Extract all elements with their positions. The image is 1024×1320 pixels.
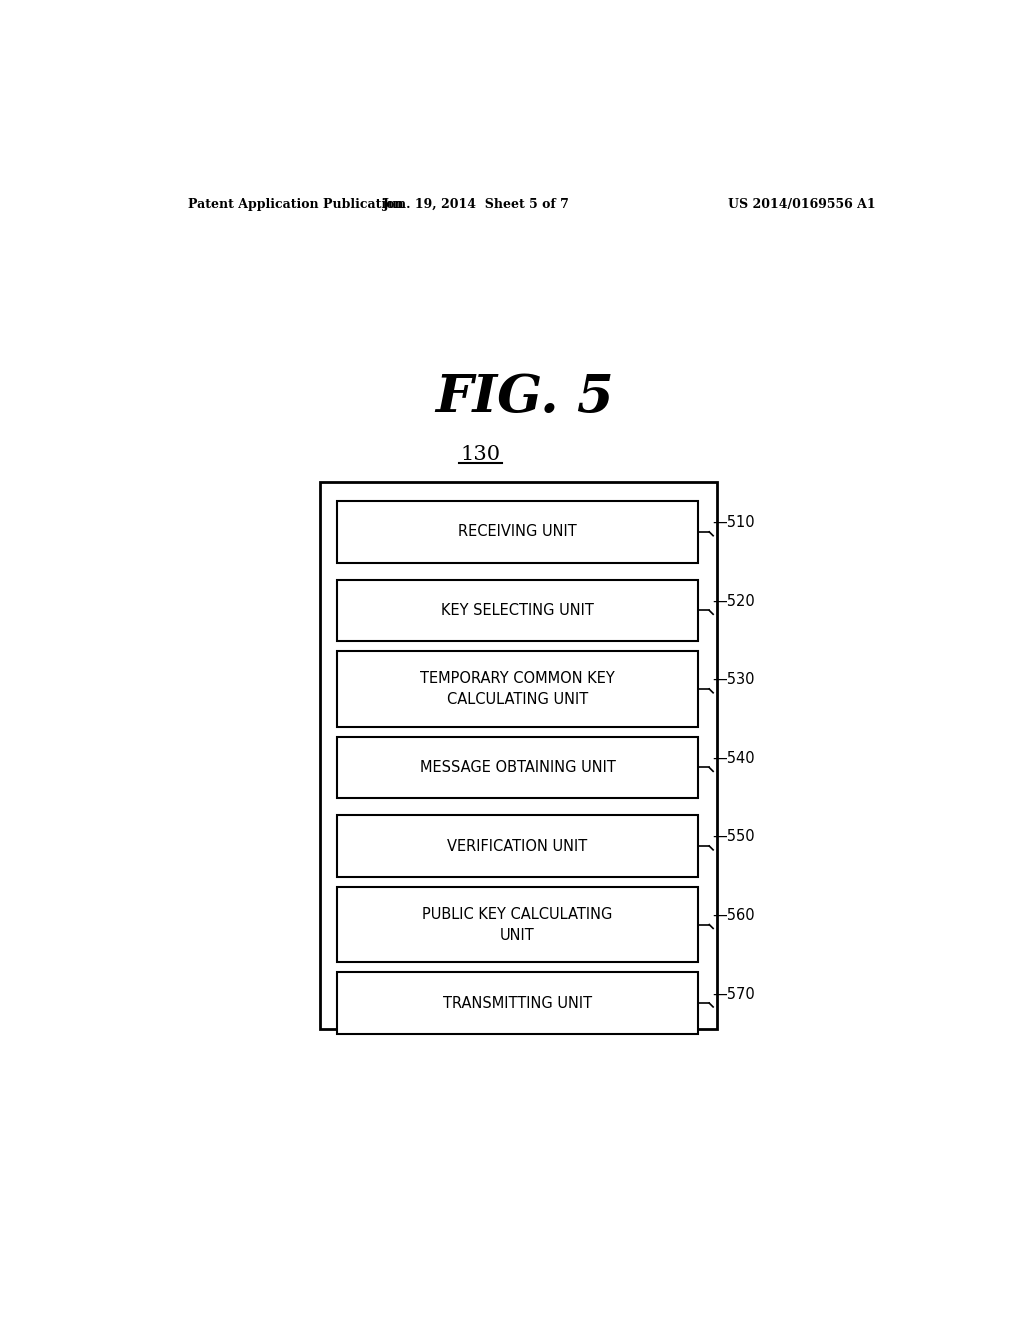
Text: —520: —520 xyxy=(713,594,755,609)
Text: PUBLIC KEY CALCULATING
UNIT: PUBLIC KEY CALCULATING UNIT xyxy=(422,907,612,942)
Bar xyxy=(337,579,697,642)
Text: —540: —540 xyxy=(713,751,755,766)
Text: TRANSMITTING UNIT: TRANSMITTING UNIT xyxy=(442,995,592,1011)
Text: KEY SELECTING UNIT: KEY SELECTING UNIT xyxy=(441,603,594,618)
Bar xyxy=(337,973,697,1034)
Bar xyxy=(337,816,697,876)
Text: —510: —510 xyxy=(713,515,755,531)
Bar xyxy=(337,737,697,799)
Text: US 2014/0169556 A1: US 2014/0169556 A1 xyxy=(728,198,877,211)
Text: FIG. 5: FIG. 5 xyxy=(435,372,614,422)
Text: —530: —530 xyxy=(713,672,755,688)
Text: MESSAGE OBTAINING UNIT: MESSAGE OBTAINING UNIT xyxy=(420,760,615,775)
Text: —560: —560 xyxy=(713,908,755,923)
Text: VERIFICATION UNIT: VERIFICATION UNIT xyxy=(447,838,588,854)
Text: —570: —570 xyxy=(713,986,755,1002)
Text: Jun. 19, 2014  Sheet 5 of 7: Jun. 19, 2014 Sheet 5 of 7 xyxy=(383,198,570,211)
Text: RECEIVING UNIT: RECEIVING UNIT xyxy=(458,524,577,540)
Bar xyxy=(321,482,717,1028)
Text: TEMPORARY COMMON KEY
CALCULATING UNIT: TEMPORARY COMMON KEY CALCULATING UNIT xyxy=(420,671,614,708)
Text: —550: —550 xyxy=(713,829,755,845)
Bar xyxy=(337,887,697,962)
Bar xyxy=(337,651,697,726)
Bar xyxy=(337,502,697,562)
Text: 130: 130 xyxy=(461,445,501,465)
Text: Patent Application Publication: Patent Application Publication xyxy=(188,198,403,211)
